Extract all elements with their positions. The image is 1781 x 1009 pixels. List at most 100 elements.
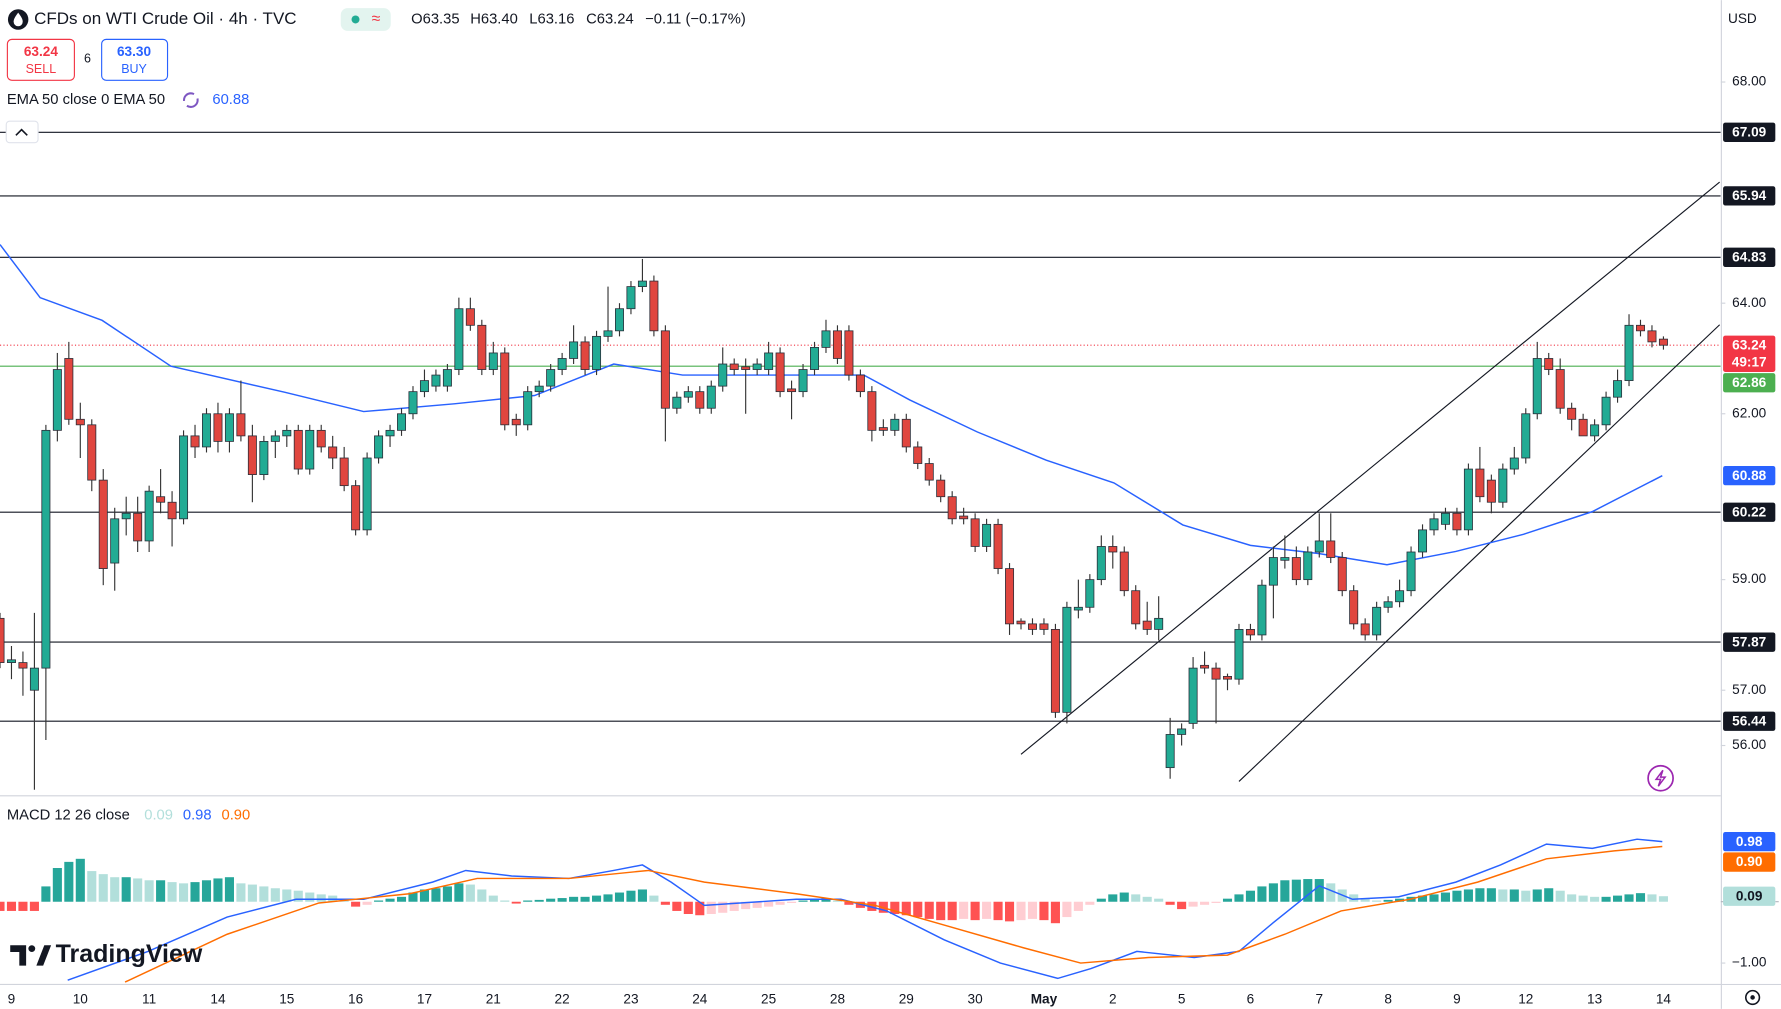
- currency[interactable]: USD: [1728, 11, 1757, 26]
- macd-histogram-bar: [936, 901, 946, 921]
- macd-histogram-bar: [1004, 901, 1015, 922]
- macd-histogram-bar: [1326, 883, 1336, 902]
- macd-histogram-bar: [1108, 894, 1118, 902]
- candle-body: [947, 496, 957, 520]
- histogram-price-label: 0.09: [1723, 886, 1776, 906]
- macd-histogram-bar: [465, 884, 475, 902]
- x-tick-label: 17: [417, 991, 432, 1006]
- x-tick-label: 23: [623, 991, 638, 1006]
- candle-body: [982, 523, 992, 547]
- candle-body: [1200, 664, 1210, 669]
- x-tick-label: 13: [1587, 991, 1602, 1006]
- trend-line: [1238, 324, 1721, 782]
- histogram-price-label-bg: [1723, 886, 1776, 906]
- candle-body: [1658, 338, 1668, 346]
- macd-histogram-bar: [534, 899, 544, 902]
- candle-body: [1521, 413, 1531, 459]
- alert-button[interactable]: [1647, 764, 1674, 792]
- candle-body: [1223, 676, 1232, 680]
- macd-histogram-bar: [523, 900, 533, 902]
- buy-button[interactable]: [101, 38, 169, 81]
- macd-histogram-bar: [1647, 894, 1657, 902]
- macd-histogram-bar: [1555, 890, 1565, 902]
- macd-legend[interactable]: MACD 12 26 close: [7, 808, 130, 824]
- macd-histogram-bar: [1039, 901, 1049, 921]
- macd-histogram-bar: [569, 896, 579, 902]
- symbol-title[interactable]: CFDs on WTI Crude Oil · 4h · TVC: [34, 9, 297, 28]
- macd-histogram-bar: [1245, 890, 1255, 902]
- candle-body: [821, 330, 831, 348]
- candle-body: [282, 429, 292, 437]
- x-tick-label: 15: [279, 991, 294, 1006]
- candle-body: [810, 347, 819, 370]
- candle-body: [1188, 667, 1198, 724]
- settings-button[interactable]: [1744, 989, 1761, 1006]
- macd-histogram-bar: [477, 889, 487, 902]
- candle-body: [1418, 529, 1428, 553]
- candle-body: [41, 429, 51, 669]
- candle-body: [87, 424, 97, 481]
- macd-histogram-bar: [98, 874, 108, 902]
- price-pane: [0, 131, 1721, 790]
- level-price-label-text: 67.09: [1732, 124, 1767, 139]
- tradingview-logo: [10, 945, 52, 966]
- sell-button[interactable]: [6, 38, 75, 81]
- collapse-button[interactable]: [5, 120, 39, 144]
- y-tick-label: 56.00: [1732, 737, 1767, 752]
- macd-histogram-bar: [64, 861, 74, 902]
- x-tick-label: 12: [1518, 991, 1533, 1006]
- macd-histogram-bar: [695, 901, 705, 916]
- candle-body: [1268, 557, 1278, 586]
- candle-body: [259, 441, 269, 475]
- level-price-label-bg: [1723, 373, 1776, 393]
- ohlc-change: −0.11 (−0.17%): [645, 11, 746, 27]
- candle-body: [718, 363, 728, 387]
- candle-body: [844, 330, 854, 376]
- market-status[interactable]: [340, 8, 391, 31]
- candle-body: [1177, 728, 1187, 735]
- candle-body: [557, 358, 567, 370]
- ema-legend[interactable]: EMA 50 close 0 EMA 50: [7, 92, 165, 108]
- candle-body: [637, 280, 647, 287]
- macd-histogram-bar: [1154, 898, 1164, 902]
- candle-body: [1429, 518, 1439, 531]
- ohlc-high: H63.40: [470, 11, 518, 27]
- candle-body: [878, 427, 888, 431]
- macd-histogram-bar: [1498, 889, 1508, 902]
- macd-histogram-bar: [741, 901, 751, 910]
- candle-body: [247, 435, 257, 475]
- macd-histogram-bar: [557, 898, 567, 902]
- x-tick-label: 22: [555, 991, 570, 1006]
- sell-price: 63.24: [24, 44, 59, 59]
- candle-body: [293, 429, 303, 470]
- candle-body: [1636, 324, 1645, 332]
- candle-body: [1062, 606, 1072, 713]
- candle-body: [1234, 629, 1244, 680]
- candle-body: [1154, 617, 1164, 630]
- macd-histogram-bar: [385, 898, 395, 902]
- candle-body: [1085, 579, 1095, 608]
- candle-body: [1555, 369, 1565, 409]
- macd-histogram-bar: [867, 901, 877, 911]
- macd-histogram-bar: [1027, 901, 1038, 919]
- x-tick-label: 24: [692, 991, 708, 1006]
- signal-price-label: 0.90: [1723, 852, 1776, 872]
- x-tick-label: 5: [1178, 991, 1186, 1006]
- macd-histogram-bar: [787, 901, 797, 903]
- macd-histogram-bar: [546, 898, 556, 902]
- macd-histogram-bar: [1200, 901, 1210, 905]
- sell-label: SELL: [26, 62, 57, 76]
- signal-price-label-text: 0.90: [1736, 854, 1763, 869]
- level-price-label-bg: [1723, 247, 1776, 267]
- candle-body: [1372, 606, 1382, 636]
- macd-histogram-bar: [580, 896, 590, 902]
- macd-histogram-bar: [1085, 901, 1095, 905]
- macd-histogram-bar: [683, 901, 693, 915]
- candle-body: [328, 446, 338, 459]
- candle-body: [236, 413, 246, 437]
- histogram-price-label-text: 0.09: [1736, 888, 1763, 903]
- level-price-label: 64.83: [1723, 247, 1776, 267]
- candle-body: [1005, 568, 1015, 625]
- macd-histogram-bar: [1613, 895, 1623, 902]
- level-price-label: 60.22: [1723, 502, 1776, 522]
